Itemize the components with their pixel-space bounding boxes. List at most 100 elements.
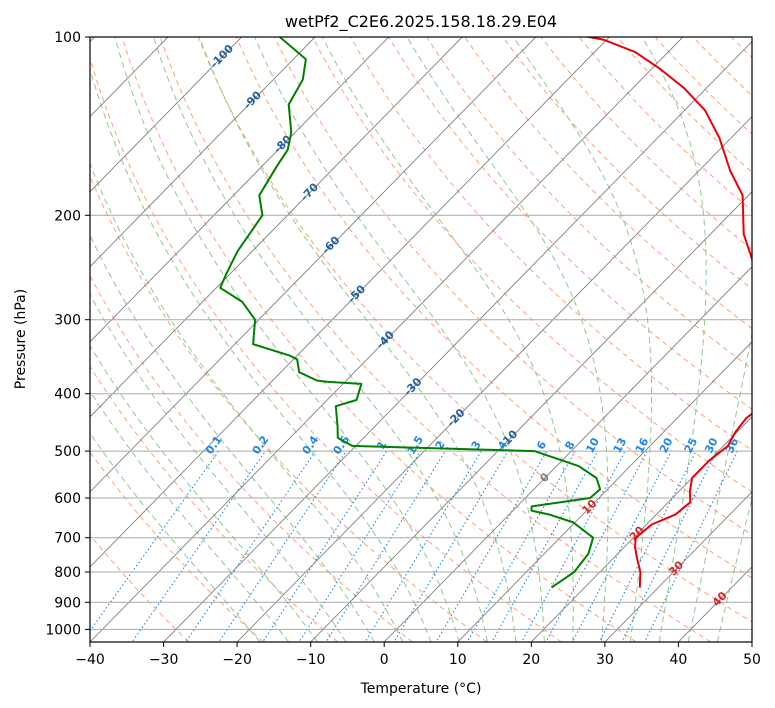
dry-adiabat-line bbox=[540, 37, 752, 251]
isotherm-line bbox=[383, 266, 752, 642]
moist-adiabat-line bbox=[153, 37, 488, 642]
isotherm-line bbox=[90, 37, 610, 568]
moist-adiabat-line bbox=[90, 293, 347, 642]
isotherm-line bbox=[163, 40, 752, 642]
mixing-ratio-line bbox=[298, 450, 421, 642]
plot-frame bbox=[89, 36, 753, 643]
y-tick-label: 1000 bbox=[45, 622, 81, 638]
y-tick-label: 800 bbox=[54, 565, 81, 581]
y-tick-label: 400 bbox=[54, 387, 81, 403]
isotherm-line bbox=[236, 115, 752, 642]
dry-adiabat-line bbox=[578, 37, 752, 212]
dry-adiabat-line bbox=[90, 365, 339, 642]
dry-adiabat-line bbox=[464, 37, 752, 330]
x-tick-label: 40 bbox=[669, 652, 687, 668]
mixing-ratio-line bbox=[621, 450, 718, 642]
mixing-ratio-label: 20 bbox=[657, 435, 676, 455]
isotherm-line bbox=[90, 37, 242, 193]
dry-adiabats bbox=[90, 37, 752, 642]
moist-adiabat-line bbox=[90, 234, 375, 642]
dry-adiabat-line bbox=[90, 274, 413, 642]
moist-adiabat-line bbox=[90, 344, 318, 642]
isotherm-line bbox=[90, 37, 463, 418]
mixing-ratio-label: 16 bbox=[633, 435, 652, 455]
mixing-ratio-lines bbox=[90, 450, 738, 642]
y-tick-label: 700 bbox=[54, 531, 81, 547]
mixing-ratio-line bbox=[466, 450, 576, 642]
x-tick-label: −20 bbox=[222, 652, 252, 668]
y-tick-label: 200 bbox=[54, 208, 81, 224]
plot-area: -100-90-80-70-60-50-40-30-20-10010203040… bbox=[90, 37, 752, 642]
x-tick-label: −10 bbox=[296, 652, 326, 668]
mixing-ratio-line bbox=[435, 450, 548, 642]
moist-adiabat-line bbox=[641, 37, 707, 642]
moist-adiabat-line bbox=[254, 37, 545, 642]
isotherm-line bbox=[90, 37, 684, 642]
isotherm-line bbox=[90, 37, 316, 268]
mixing-ratio-label: 13 bbox=[611, 436, 630, 456]
pressure-gridlines bbox=[90, 37, 752, 630]
dry-adiabat-line bbox=[90, 56, 562, 642]
moist-adiabat-line bbox=[322, 37, 574, 642]
dry-adiabat-line bbox=[121, 37, 637, 642]
isotherm-line bbox=[530, 416, 752, 642]
temperature-profile bbox=[583, 37, 752, 588]
dry-adiabat-line bbox=[159, 37, 712, 642]
dry-adiabat-line bbox=[90, 534, 190, 642]
isotherm-line bbox=[457, 341, 752, 642]
x-tick-label: 20 bbox=[522, 652, 540, 668]
mixing-ratio-line bbox=[185, 450, 316, 642]
y-tick-label: 500 bbox=[54, 444, 81, 460]
y-tick-label: 900 bbox=[54, 595, 81, 611]
mixing-ratio-label: 36 bbox=[723, 436, 742, 456]
moist-adiabat-line bbox=[90, 390, 290, 642]
moist-adiabat-line bbox=[199, 37, 517, 642]
moist-adiabat-line bbox=[716, 496, 752, 642]
moist-adiabat-line bbox=[687, 330, 752, 642]
dry-adiabat-line bbox=[312, 37, 752, 493]
mixing-ratio-line bbox=[90, 450, 220, 632]
dry-adiabat-line bbox=[502, 37, 752, 290]
x-tick-label: 50 bbox=[743, 652, 761, 668]
mixing-ratio-label: 25 bbox=[682, 436, 701, 456]
mixing-ratio-line bbox=[262, 450, 388, 642]
x-tick-label: 10 bbox=[449, 652, 467, 668]
moist-adiabat-line bbox=[114, 37, 460, 642]
moist-adiabat-line bbox=[90, 432, 261, 642]
isotherm-line bbox=[90, 37, 537, 493]
chart-title: wetPf2_C2E6.2025.158.18.29.E04 bbox=[285, 12, 557, 32]
x-tick-label: 0 bbox=[380, 652, 389, 668]
mixing-ratio-label: 30 bbox=[702, 435, 721, 455]
moist-adiabat-line bbox=[90, 162, 404, 642]
moist-adiabat-line bbox=[512, 37, 653, 642]
moist-adiabat-line bbox=[90, 67, 432, 642]
isotherm-line bbox=[604, 491, 752, 642]
dry-adiabat-line bbox=[235, 37, 752, 579]
dry-adiabat-line bbox=[616, 37, 752, 173]
y-tick-label: 100 bbox=[54, 30, 81, 46]
x-tick-label: 30 bbox=[596, 652, 614, 668]
dry-adiabat-line bbox=[197, 37, 752, 623]
mixing-ratio-line bbox=[491, 450, 599, 642]
isotherm-line bbox=[310, 191, 752, 642]
plot-background bbox=[90, 37, 752, 642]
mixing-ratio-line bbox=[644, 450, 738, 642]
x-tick-label: −30 bbox=[149, 652, 179, 668]
moist-adiabats bbox=[90, 37, 752, 642]
y-axis: 100 200 300 400 500 600 700 800 900 1000 bbox=[45, 30, 90, 638]
mixing-ratio-line bbox=[218, 450, 347, 642]
y-tick-label: 300 bbox=[54, 313, 81, 329]
x-tick-label: −40 bbox=[75, 652, 105, 668]
dewpoint-profile bbox=[219, 37, 602, 589]
x-axis-label: Temperature (°C) bbox=[360, 681, 482, 697]
y-axis-label: Pressure (hPa) bbox=[13, 289, 29, 389]
moist-adiabat-line bbox=[406, 37, 609, 642]
profiles bbox=[219, 37, 752, 589]
x-axis: −40 −30 −20 −10 0 10 20 30 40 50 bbox=[75, 642, 761, 668]
mixing-ratio-line bbox=[521, 450, 626, 642]
y-tick-label: 600 bbox=[54, 491, 81, 507]
dry-adiabat-line bbox=[273, 37, 752, 536]
mixing-ratio-line bbox=[131, 450, 266, 642]
mixing-ratio-line bbox=[393, 450, 509, 642]
